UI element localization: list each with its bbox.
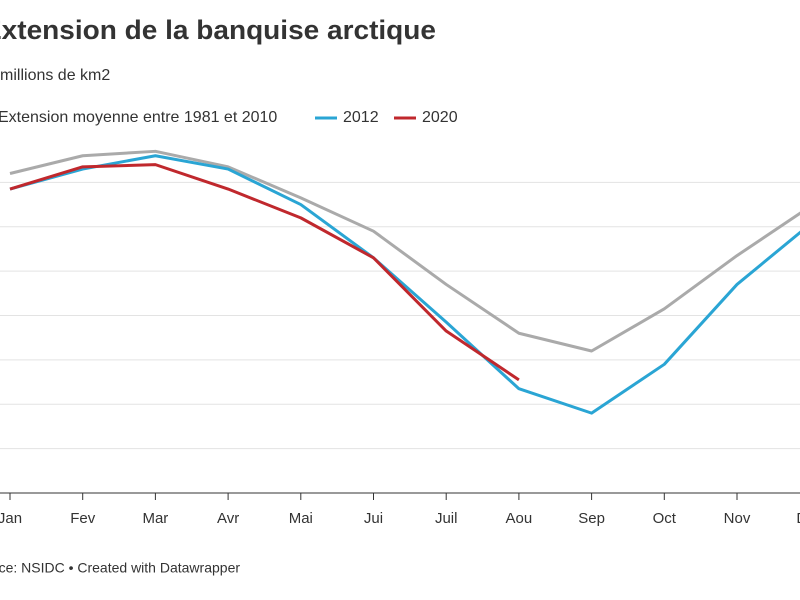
legend-label: 2012 [343, 109, 379, 126]
x-tick-label: Oct [653, 510, 677, 527]
legend-label: 2020 [422, 109, 458, 126]
x-tick-label: Déc [796, 510, 800, 527]
chart-subtitle: En millions de km2 [0, 67, 110, 84]
x-tick-label: Jui [364, 510, 383, 527]
x-tick-label: Mai [289, 510, 313, 527]
x-tick-label: Avr [217, 510, 239, 527]
source: Source: NSIDC • Created with Datawrapper [0, 560, 240, 576]
x-tick-label: Sep [578, 510, 605, 527]
x-tick-label: Nov [724, 510, 751, 527]
x-tick-label: Aou [506, 510, 533, 527]
legend-label: Extension moyenne entre 1981 et 2010 [0, 109, 277, 126]
series-line [9, 154, 800, 415]
chart-title: Extension de la banquise arctique [0, 15, 436, 45]
series-line [9, 149, 800, 353]
x-tick-label: Fev [70, 510, 96, 527]
x-tick-label: Juil [435, 510, 458, 527]
series-line [9, 163, 520, 382]
x-tick-label: Mar [142, 510, 168, 527]
x-tick-label: Jan [0, 510, 22, 527]
